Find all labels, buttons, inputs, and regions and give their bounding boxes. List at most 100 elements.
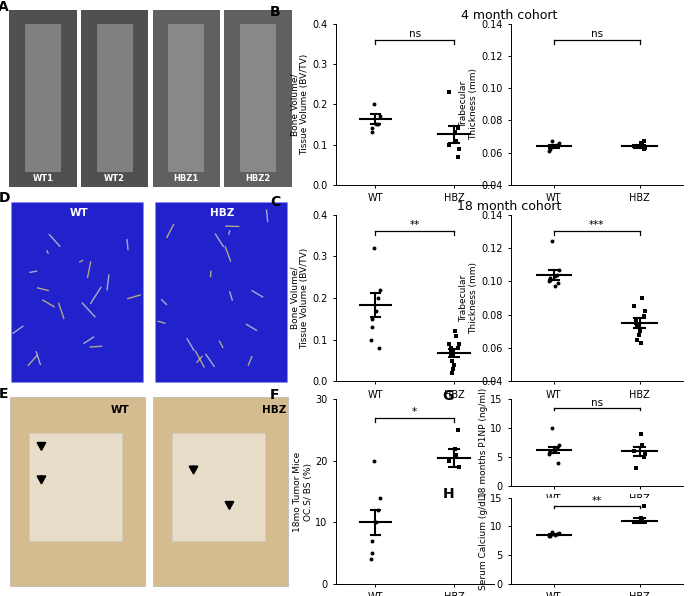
Point (554, 440, 565, 450)
Y-axis label: Bone Volume/
Tissue Volume (BV/TV): Bone Volume/ Tissue Volume (BV/TV) (290, 54, 309, 155)
Bar (9, 10, 76, 187)
Point (366, 536, 377, 546)
Point (366, 124, 377, 134)
Y-axis label: Bone Volume/
Tissue Volume (BV/TV): Bone Volume/ Tissue Volume (BV/TV) (290, 247, 309, 349)
Point (629, 517, 640, 527)
Point (630, 316, 641, 326)
Point (452, 152, 463, 162)
Point (365, 335, 376, 344)
Point (640, 518, 651, 527)
Text: H: H (442, 488, 454, 501)
Point (366, 548, 377, 558)
Point (371, 306, 382, 315)
Point (544, 275, 555, 284)
FancyArrow shape (37, 442, 46, 451)
Point (374, 493, 386, 502)
Point (636, 516, 648, 526)
Point (449, 360, 460, 370)
Point (551, 270, 562, 280)
Point (635, 429, 646, 439)
Point (543, 449, 554, 459)
Point (554, 138, 565, 148)
Point (444, 88, 455, 97)
Point (550, 141, 561, 151)
Point (368, 243, 379, 253)
Bar (11, 203, 144, 381)
Point (454, 144, 465, 153)
Point (554, 529, 565, 538)
Point (374, 285, 386, 294)
Point (635, 513, 646, 523)
Text: HBZ: HBZ (262, 405, 287, 415)
Point (366, 314, 377, 324)
Point (629, 141, 640, 151)
Point (638, 452, 649, 462)
Text: **: ** (592, 496, 602, 506)
Point (445, 352, 456, 361)
Point (638, 312, 649, 321)
Y-axis label: 18 months P1NP (ng/ml): 18 months P1NP (ng/ml) (479, 387, 487, 498)
Text: G: G (442, 389, 454, 403)
Point (550, 530, 561, 539)
Text: ns: ns (409, 29, 421, 39)
Point (547, 136, 558, 146)
Point (629, 446, 640, 456)
Point (453, 124, 464, 134)
Point (451, 450, 462, 460)
Bar (155, 203, 287, 381)
Point (544, 143, 555, 153)
Point (630, 318, 641, 328)
Bar (29, 433, 122, 541)
Bar (153, 10, 220, 187)
Point (544, 530, 555, 540)
Point (554, 265, 565, 274)
Y-axis label: Trabecular
Thickness (mm): Trabecular Thickness (mm) (459, 69, 478, 140)
Text: HBZ1: HBZ1 (174, 174, 199, 184)
Bar (240, 24, 276, 172)
Text: D: D (0, 191, 10, 205)
Point (372, 293, 384, 303)
Point (372, 120, 384, 129)
Point (454, 462, 465, 472)
Bar (97, 24, 132, 172)
Point (544, 448, 555, 457)
Point (368, 100, 379, 109)
Point (365, 555, 376, 564)
Bar (225, 10, 292, 187)
Point (553, 278, 564, 288)
Point (543, 277, 554, 286)
Point (543, 532, 554, 541)
Point (449, 128, 461, 137)
Point (640, 306, 651, 316)
Point (445, 343, 456, 353)
Point (550, 445, 561, 455)
Bar (81, 10, 148, 187)
Point (635, 138, 646, 148)
Point (451, 331, 462, 340)
Point (366, 322, 377, 332)
Point (636, 440, 648, 450)
Y-axis label: Serum Calcium (g/dL): Serum Calcium (g/dL) (479, 492, 487, 590)
Point (443, 139, 454, 149)
Point (448, 364, 459, 374)
Point (551, 443, 562, 453)
Point (631, 315, 642, 324)
Point (631, 335, 643, 344)
Text: B: B (270, 5, 281, 18)
Point (443, 339, 454, 349)
Text: **: ** (410, 221, 420, 231)
Point (636, 293, 648, 303)
Text: WT: WT (69, 208, 88, 218)
Point (446, 368, 457, 378)
Point (551, 529, 562, 539)
Text: 18 month cohort: 18 month cohort (457, 200, 561, 213)
Point (547, 237, 558, 246)
Text: ***: *** (589, 221, 604, 231)
Text: ns: ns (591, 398, 603, 408)
FancyArrow shape (37, 476, 46, 484)
Y-axis label: 18mo Tumor Mice
OC.S/ BS (%): 18mo Tumor Mice OC.S/ BS (%) (293, 452, 312, 532)
Point (631, 322, 643, 331)
Bar (172, 433, 265, 541)
Point (544, 145, 555, 154)
Point (454, 339, 465, 349)
